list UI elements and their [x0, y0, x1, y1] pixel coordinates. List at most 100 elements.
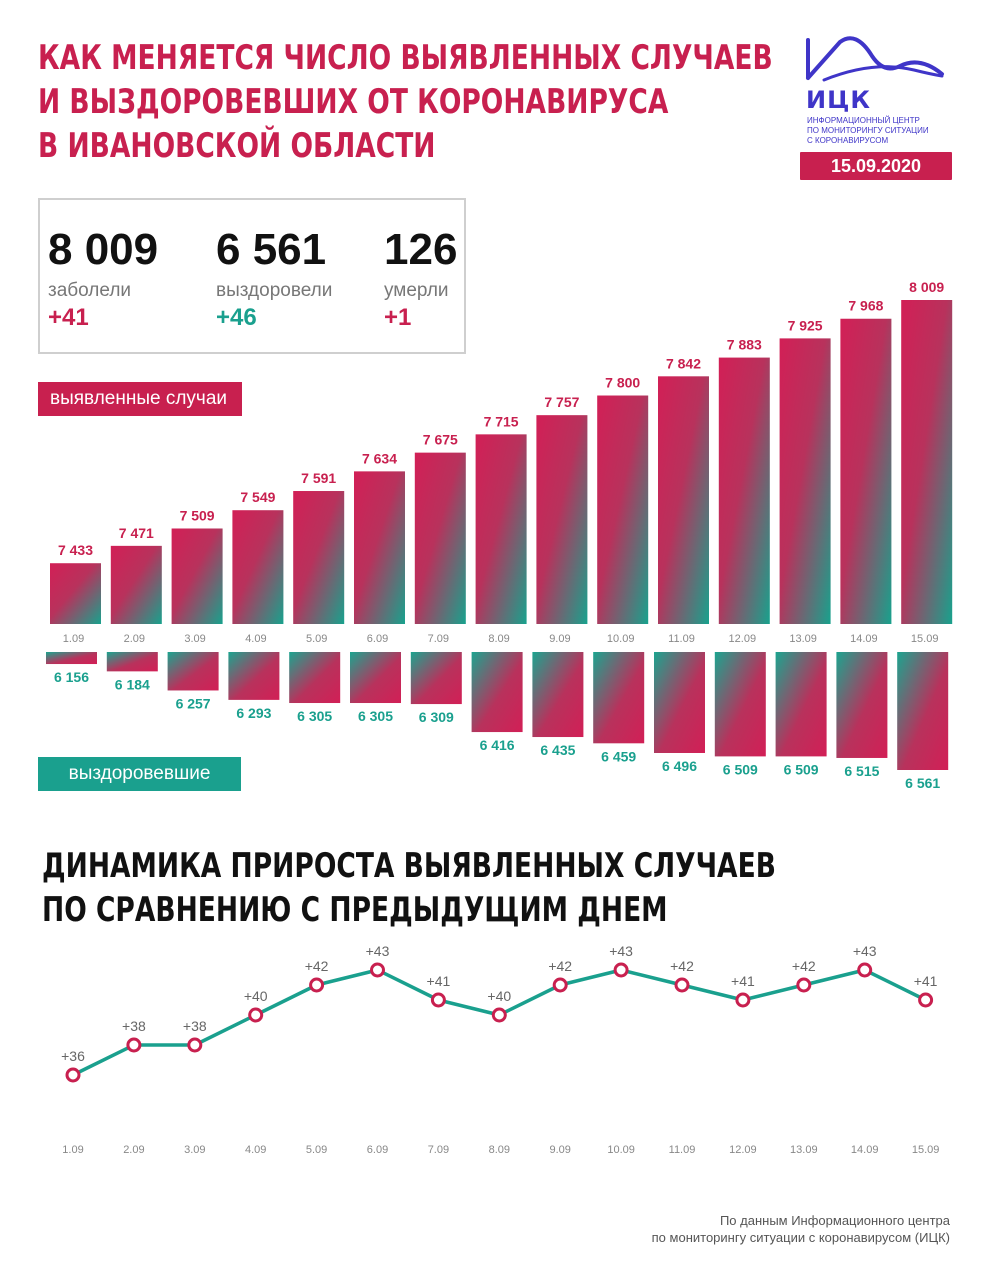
growth-point-label: +42: [305, 958, 329, 974]
bar-cases: [779, 338, 831, 624]
growth-point: [370, 962, 385, 978]
bar-cases-label: 7 757: [544, 394, 579, 410]
logo-subtitle: ИНФОРМАЦИОННЫЙ ЦЕНТР ПО МОНИТОРИНГУ СИТУ…: [807, 116, 967, 146]
x-tick-label: 13.09: [789, 633, 817, 645]
bar-recovered: [532, 652, 584, 738]
bar-recovered: [714, 652, 766, 757]
stat-deaths: 126 умерли +1: [384, 226, 457, 332]
x-tick-label: 5.09: [306, 1144, 327, 1156]
bar-recovered: [167, 652, 219, 691]
bar-recovered-label: 6 561: [905, 775, 940, 791]
bar-cases-label: 7 968: [848, 298, 883, 314]
x-tick-label: 15.09: [912, 1144, 940, 1156]
bar-recovered-label: 6 416: [480, 737, 515, 753]
bar-recovered: [410, 652, 462, 705]
x-tick-label: 13.09: [790, 1144, 818, 1156]
x-tick-label: 14.09: [851, 1144, 879, 1156]
bar-cases-label: 8 009: [909, 279, 944, 295]
growth-point-label: +42: [792, 958, 816, 974]
x-tick-label: 7.09: [428, 633, 449, 645]
logo-abbr: ИЦК: [806, 86, 871, 114]
legend-cases: выявленные случаи: [38, 382, 242, 416]
bar-cases-label: 7 715: [484, 413, 519, 429]
bar-cases-label: 7 925: [788, 317, 823, 333]
stat-value: 126: [384, 225, 458, 274]
bar-cases-label: 7 509: [180, 507, 215, 523]
x-tick-label: 4.09: [245, 633, 266, 645]
stats-box: 8 009 заболели +41 6 561 выздоровели +46…: [38, 198, 466, 354]
bar-recovered-label: 6 435: [540, 742, 575, 758]
bar-cases-label: 7 549: [240, 489, 275, 505]
growth-point-label: +36: [61, 1048, 85, 1064]
bar-cases-label: 7 433: [58, 542, 93, 558]
x-tick-label: 6.09: [367, 633, 388, 645]
bar-cases-label: 7 883: [727, 337, 762, 353]
bar-cases: [536, 415, 588, 624]
bar-recovered: [593, 652, 645, 744]
x-tick-label: 3.09: [184, 1144, 205, 1156]
growth-point: [126, 1037, 142, 1053]
bar-cases: [171, 528, 223, 624]
x-tick-label: 11.09: [668, 633, 695, 645]
growth-point: [674, 977, 690, 993]
bar-cases: [901, 300, 953, 624]
page-title-line: КАК МЕНЯЕТСЯ ЧИСЛО ВЫЯВЛЕННЫХ СЛУЧАЕВ: [38, 38, 773, 78]
bar-recovered-label: 6 515: [844, 763, 879, 779]
bar-recovered-label: 6 156: [54, 669, 89, 685]
bar-chart: 7 433 7 471 7 509 7 549 7 591 7 634 7 675 7 715…: [46, 279, 953, 791]
x-tick-label: 1.09: [62, 1144, 83, 1156]
x-tick-label: 8.09: [488, 633, 509, 645]
x-tick-label: 15.09: [911, 633, 939, 645]
page-title-line: В ИВАНОВСКОЙ ОБЛАСТИ: [38, 126, 436, 166]
growth-point: [187, 1037, 203, 1053]
stat-label: заболели: [48, 280, 132, 301]
growth-point-label: +38: [183, 1018, 207, 1034]
logo-subtitle-line: С КОРОНАВИРУСОМ: [807, 136, 889, 145]
growth-point-label: +41: [914, 973, 938, 989]
bar-cases: [414, 452, 466, 624]
x-tick-label: 2.09: [123, 1144, 144, 1156]
growth-point: [857, 962, 873, 978]
growth-point: [552, 977, 568, 993]
bar-recovered-label: 6 305: [297, 708, 332, 724]
growth-point: [309, 977, 325, 993]
bar-cases: [475, 434, 527, 624]
bar-recovered: [289, 652, 341, 704]
bar-recovered: [350, 652, 401, 704]
bar-cases-label: 7 634: [362, 450, 397, 466]
x-tick-label: 12.09: [729, 633, 757, 645]
bar-cases: [293, 491, 345, 624]
growth-point-label: +42: [548, 958, 572, 974]
x-tick-label: 10.09: [607, 1144, 635, 1156]
bar-cases-label: 7 842: [666, 355, 701, 371]
growth-point: [430, 992, 446, 1008]
bar-recovered: [471, 652, 523, 733]
x-tick-label: 9.09: [549, 1144, 570, 1156]
growth-point-label: +43: [366, 943, 390, 959]
growth-point-label: +41: [731, 973, 755, 989]
bar-recovered: [228, 652, 280, 700]
section-title-line: ПО СРАВНЕНИЮ С ПРЕДЫДУЩИМ ДНЕМ: [42, 890, 668, 930]
bar-recovered-label: 6 509: [723, 761, 758, 777]
date-badge: 15.09.2020: [800, 152, 952, 180]
bar-cases-label: 7 471: [119, 525, 154, 541]
x-tick-label: 8.09: [489, 1144, 510, 1156]
bar-recovered: [46, 652, 97, 665]
bar-recovered-label: 6 257: [176, 695, 211, 711]
stat-delta: +1: [384, 304, 412, 331]
x-tick-label: 2.09: [124, 633, 145, 645]
growth-point: [248, 1007, 264, 1023]
bar-recovered: [836, 652, 888, 758]
growth-point-label: +41: [427, 973, 451, 989]
stat-value: 8 009: [48, 225, 159, 274]
x-tick-label: 12.09: [729, 1144, 757, 1156]
logo-subtitle-line: ИНФОРМАЦИОННЫЙ ЦЕНТР: [807, 116, 920, 125]
stat-cases: 8 009 заболели +41: [48, 226, 158, 332]
bar-cases: [658, 376, 709, 624]
bar-recovered: [106, 652, 158, 672]
growth-point-label: +38: [122, 1018, 146, 1034]
bar-cases: [50, 563, 101, 624]
x-tick-label: 14.09: [850, 633, 878, 645]
growth-point: [491, 1007, 507, 1023]
legend-recovered: выздоровевшие: [38, 757, 241, 791]
